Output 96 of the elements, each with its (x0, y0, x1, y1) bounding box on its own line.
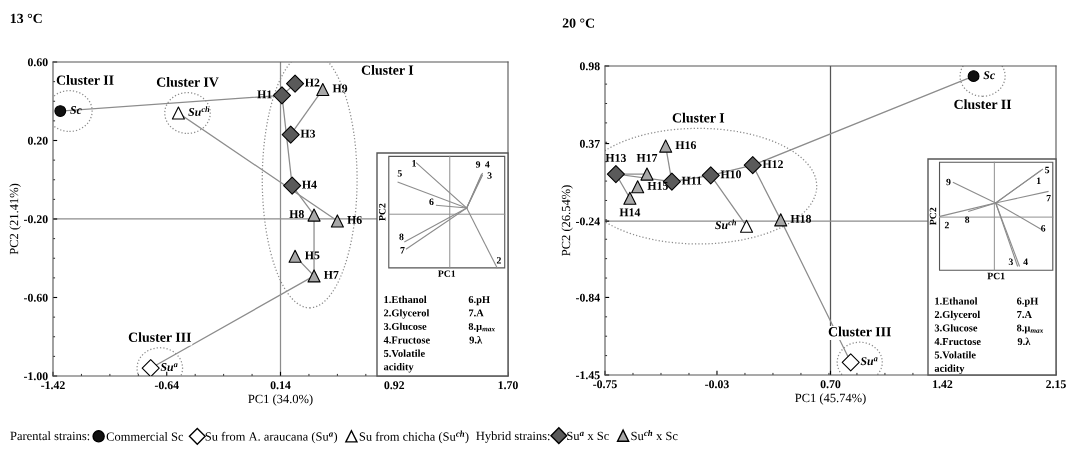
x-tick-label: -0.64 (154, 381, 179, 390)
y-tick-label: -0.20 (23, 215, 48, 224)
x-tick-label: -0.75 (593, 380, 617, 389)
annotation: H7 (323, 271, 339, 279)
annotation: Su$^{a}$ (860, 357, 878, 366)
x-axis-title: PC1 (34.0%) (248, 394, 313, 406)
x-tick-label: -0.03 (705, 380, 729, 389)
annotation: 5 (1045, 166, 1050, 174)
annotation: H16 (675, 141, 697, 150)
annotation: 5 (397, 170, 402, 177)
annotation: Sc (983, 71, 995, 80)
chart-title: 13 °C (10, 13, 42, 24)
x-tick-label: 1.42 (933, 380, 953, 389)
y-tick-label: 0.20 (27, 136, 48, 145)
annotation: Su$^{ch}$ (715, 219, 737, 230)
annotation: H5 (305, 251, 320, 260)
annotation: 6 (429, 198, 434, 206)
annotation: 7 (1046, 194, 1051, 202)
text: Parental strains: (10, 431, 90, 441)
annotation: Sc (70, 106, 82, 115)
annotation: Cluster II (954, 99, 1012, 110)
legend-label: Su$^{a}$ x Sc (567, 431, 609, 441)
annotation: H6 (347, 215, 362, 224)
annotation: 1 (1036, 177, 1041, 185)
text: 2.Glycerol 7.A (383, 309, 484, 319)
text: 4.Fructose 9.λ (934, 337, 1031, 346)
annotation: H17 (636, 154, 658, 162)
text: 1.Ethanol 6.pH (384, 295, 490, 306)
annotation: 7 (400, 247, 405, 254)
annotation: 4 (1023, 258, 1028, 266)
legend-label: Su from chicha (Su$^{ch}$) (359, 430, 469, 444)
x-tick-label: -1.42 (41, 381, 65, 390)
annotation: 6 (1041, 225, 1046, 232)
annotation: 8 (399, 233, 404, 241)
annotation: H3 (300, 129, 316, 138)
y-tick-label: -1.45 (575, 371, 600, 380)
text: Hybrid strains: (476, 431, 550, 443)
annotation: 9 (946, 178, 951, 186)
annotation: 5.Volatile acidity (383, 349, 425, 373)
annotation: 5.Volatile acidity (934, 351, 976, 375)
annotation: H8 (289, 210, 304, 219)
text: 3.Glucose 8.μ (383, 322, 482, 333)
annotation: H11 (681, 176, 702, 185)
annotation: 2 (944, 221, 949, 229)
annotation: H9 (332, 84, 348, 93)
y-tick-label: -1.00 (23, 372, 48, 381)
text: PC1 (987, 272, 1005, 280)
y-tick-label: 0.60 (27, 58, 48, 67)
text: 3.Glucose 8.μ (934, 324, 1031, 334)
annotation: 9 (475, 161, 481, 168)
legend-label: Commercial Sc (106, 432, 184, 441)
annotation: 1 (412, 160, 416, 167)
annotation: H2 (305, 78, 320, 87)
annotation: H15 (647, 181, 668, 190)
annotation: Cluster IV (156, 77, 219, 87)
y-tick-label: 0.37 (579, 139, 600, 148)
annotation: 3 (487, 172, 492, 179)
annotation: Cluster I (361, 65, 414, 75)
chart-title: 20 °C (562, 18, 595, 28)
annotation: H18 (790, 214, 812, 223)
x-axis-title: PC1 (45.74%) (795, 393, 866, 405)
annotation: H10 (720, 170, 742, 179)
annotation: H14 (619, 208, 641, 217)
annotation: H13 (605, 154, 626, 162)
y-tick-label: -0.24 (575, 217, 600, 226)
x-tick-label: 0.92 (384, 381, 405, 390)
text: PC2 (929, 207, 937, 225)
annotation: 8 (965, 216, 970, 223)
annotation: Cluster II (56, 75, 114, 85)
annotation: H4 (302, 180, 317, 189)
legend-label: Su from A. araucana (Su$^{a}$) (205, 431, 338, 444)
y-tick-label: -0.84 (575, 293, 600, 302)
text: 1.Ethanol 6.pH (935, 297, 1039, 307)
annotation: Cluster III (828, 326, 891, 337)
y-tick-label: -0.60 (23, 293, 48, 302)
text: PC1 (438, 270, 456, 277)
annotation: 2 (496, 257, 501, 264)
annotation: Su$^{ch}$ (188, 106, 210, 116)
y-axis-title: PC2 (21.41%) (9, 183, 21, 255)
annotation: Su$^{a}$ (160, 363, 178, 372)
legend-label: Su$^{ch}$ x Sc (631, 429, 678, 441)
annotation: Cluster III (128, 332, 192, 342)
annotation: Cluster I (672, 112, 725, 123)
x-tick-label: 0.14 (270, 381, 291, 390)
text: 2.Glycerol 7.A (934, 310, 1032, 321)
x-tick-label: 1.70 (498, 381, 518, 390)
x-tick-label: 0.70 (820, 380, 841, 389)
annotation: H1 (257, 90, 272, 99)
y-tick-label: 0.98 (579, 62, 600, 71)
annotation: 3 (1008, 258, 1013, 266)
y-axis-title: PC2 (26.54%) (561, 185, 573, 256)
text: PC2 (378, 203, 386, 221)
text: 4.Fructose 9.λ (383, 336, 483, 344)
x-tick-label: 2.15 (1046, 380, 1066, 389)
annotation: H12 (762, 160, 783, 169)
annotation: 4 (485, 161, 490, 168)
